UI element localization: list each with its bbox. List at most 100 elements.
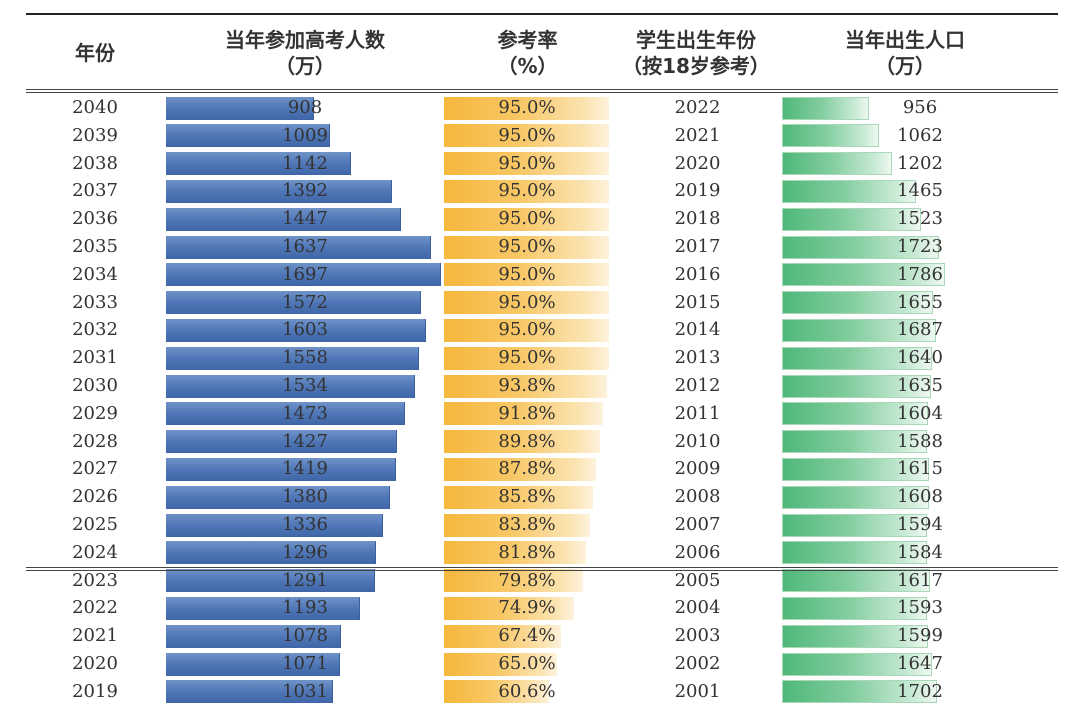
participation-rate-value: 79.8% — [498, 569, 556, 591]
exam-takers-bar — [166, 402, 405, 426]
exam-takers-bar — [166, 124, 330, 148]
participation-rate-value: 95.0% — [498, 180, 556, 202]
births-bar — [782, 374, 932, 398]
exam-takers-bar — [166, 652, 340, 676]
births-value: 1687 — [897, 319, 943, 341]
birth-year-cell: 2008 — [674, 486, 721, 508]
participation-rate-bar — [444, 96, 609, 120]
births-bar — [782, 346, 932, 370]
header-exam-takers-unit: （万） — [275, 54, 335, 78]
births-bar — [782, 318, 936, 342]
participation-rate-value: 95.0% — [498, 347, 556, 369]
header-participation-rate-unit: （%） — [497, 54, 558, 78]
birth-year-cell: 2002 — [674, 653, 721, 674]
birth-year-cell: 2022 — [674, 97, 721, 118]
year-cell: 2025 — [72, 514, 118, 535]
exam-takers-bar — [166, 318, 426, 342]
participation-rate-bar — [444, 680, 550, 704]
birth-year-cell: 2007 — [674, 514, 721, 535]
year-cell: 2022 — [72, 597, 118, 619]
participation-rate-bar — [444, 402, 604, 426]
header-births-unit: （万） — [875, 54, 935, 78]
births-bar — [782, 96, 870, 120]
participation-rate-value: 60.6% — [498, 680, 556, 702]
year-cell: 2027 — [72, 458, 118, 480]
births-value: 1593 — [897, 597, 943, 619]
participation-rate-value: 93.8% — [498, 375, 556, 396]
births-bar — [782, 235, 940, 259]
header-year: 年份 — [40, 40, 150, 66]
year-cell: 2024 — [72, 541, 118, 563]
birth-year-cell: 2005 — [674, 569, 721, 591]
births-bar — [782, 291, 934, 315]
exam-takers-value: 1392 — [282, 180, 328, 202]
year-cell: 2035 — [72, 236, 118, 257]
births-value: 1635 — [897, 375, 943, 396]
exam-takers-bar — [166, 513, 383, 537]
exam-takers-value: 1078 — [282, 625, 328, 647]
participation-rate-value: 95.0% — [498, 263, 556, 285]
participation-rate-value: 87.8% — [498, 458, 556, 480]
exam-takers-value: 1534 — [282, 375, 328, 396]
exam-takers-value: 1427 — [282, 430, 328, 452]
participation-rate-value: 95.0% — [498, 152, 556, 174]
participation-rate-bar — [444, 207, 609, 231]
year-cell: 2023 — [72, 569, 118, 591]
year-cell: 2037 — [72, 180, 118, 202]
exam-takers-value: 1419 — [282, 458, 328, 480]
participation-rate-bar — [444, 152, 609, 176]
participation-rate-value: 95.0% — [498, 236, 556, 257]
exam-takers-value: 1447 — [282, 208, 328, 230]
participation-rate-value: 95.0% — [498, 208, 556, 230]
exam-takers-bar — [166, 680, 334, 704]
participation-rate-value: 95.0% — [498, 319, 556, 341]
year-cell: 2034 — [72, 263, 118, 285]
exam-takers-bar — [166, 624, 342, 648]
actual-forecast-divider-inner — [26, 570, 1058, 571]
birth-year-cell: 2013 — [674, 347, 721, 369]
exam-takers-value: 908 — [287, 97, 323, 118]
birth-year-cell: 2019 — [674, 180, 721, 202]
participation-rate-bar — [444, 124, 609, 148]
participation-rate-bar — [444, 596, 575, 620]
year-cell: 2036 — [72, 208, 118, 230]
participation-rate-value: 65.0% — [498, 653, 556, 674]
births-value: 1647 — [897, 653, 943, 674]
year-cell: 2019 — [72, 680, 118, 702]
participation-rate-value: 95.0% — [498, 97, 556, 118]
exam-takers-value: 1558 — [282, 347, 328, 369]
births-value: 1786 — [897, 263, 943, 285]
header-divider — [26, 89, 1058, 90]
exam-takers-value: 1380 — [282, 486, 328, 508]
participation-rate-value: 83.8% — [498, 514, 556, 535]
exam-takers-bar — [166, 569, 376, 593]
exam-takers-value: 1336 — [282, 514, 328, 535]
participation-rate-value: 95.0% — [498, 291, 556, 313]
births-bar — [782, 680, 938, 704]
births-value: 1615 — [897, 458, 943, 480]
participation-rate-bar — [444, 624, 562, 648]
year-cell: 2028 — [72, 430, 118, 452]
exam-takers-value: 1009 — [282, 124, 328, 146]
exam-takers-value: 1296 — [282, 541, 328, 563]
participation-rate-bar — [444, 235, 609, 259]
births-bar — [782, 513, 928, 537]
births-bar — [782, 624, 928, 648]
birth-year-cell: 2017 — [674, 236, 721, 257]
exam-takers-bar — [166, 291, 421, 315]
births-value: 1723 — [897, 236, 943, 257]
participation-rate-bar — [444, 457, 597, 481]
exam-takers-value: 1603 — [282, 319, 328, 341]
exam-takers-bar — [166, 430, 398, 454]
births-bar — [782, 124, 879, 148]
participation-rate-bar — [444, 346, 609, 370]
participation-rate-bar — [444, 318, 609, 342]
exam-takers-value: 1637 — [282, 236, 328, 257]
participation-rate-bar — [444, 541, 587, 565]
header-births: 当年出生人口 （万） — [785, 27, 1025, 79]
birth-year-cell: 2015 — [674, 291, 721, 313]
header-exam-takers: 当年参加高考人数 （万） — [170, 27, 440, 79]
participation-rate-bar — [444, 652, 557, 676]
header-birth-year: 学生出生年份 （按18岁参考） — [610, 27, 782, 79]
participation-rate-value: 91.8% — [498, 402, 556, 424]
